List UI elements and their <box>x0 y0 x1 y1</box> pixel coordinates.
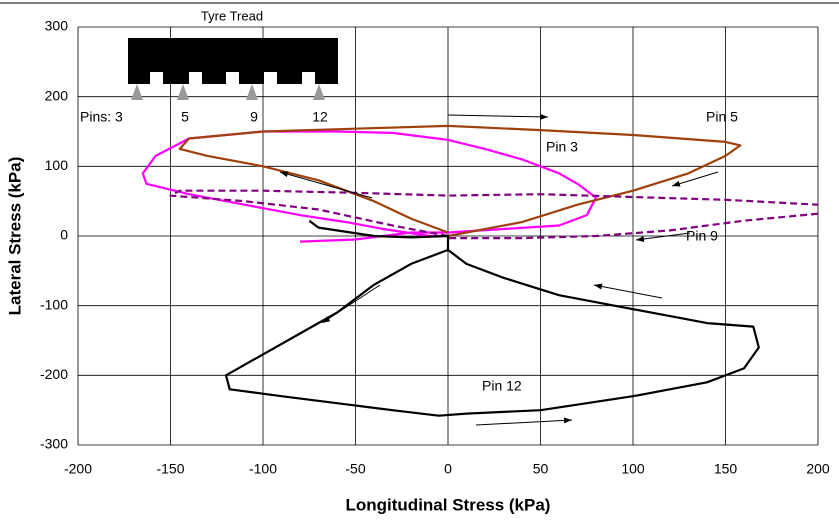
x-tick-label: 200 <box>806 461 830 477</box>
inset-label: Pins: 3 <box>80 109 123 125</box>
x-tick-label: -100 <box>249 461 277 477</box>
y-axis-title: Lateral Stress (kPa) <box>5 157 24 316</box>
arrow <box>279 171 373 199</box>
pin <box>313 84 325 100</box>
tread-gap <box>226 72 239 84</box>
tread-gap <box>264 72 277 84</box>
x-tick-label: 100 <box>621 461 645 477</box>
arrow <box>593 283 663 299</box>
arrow <box>671 171 719 187</box>
series-line <box>141 130 598 243</box>
tread-gap <box>302 72 315 84</box>
tread-diagram: Tyre Tread Pins: 3 5 9 12 <box>80 8 338 125</box>
series-label: Pin 3 <box>546 139 578 155</box>
y-tick-label: 300 <box>45 18 69 34</box>
x-tick-label: -200 <box>64 461 92 477</box>
y-tick-label: 0 <box>60 227 68 243</box>
arrow <box>475 417 573 426</box>
y-tick-label: -300 <box>40 436 68 452</box>
x-tick-label: 0 <box>444 461 452 477</box>
x-tick-label: 150 <box>714 461 738 477</box>
x-axis-title: Longitudinal Stress (kPa) <box>346 495 551 514</box>
inset-label: 12 <box>312 109 328 125</box>
pin <box>177 84 189 100</box>
y-tick-label: 200 <box>45 87 69 103</box>
pin <box>246 84 258 100</box>
x-tick-label: 50 <box>533 461 549 477</box>
x-tick-label: -150 <box>156 461 184 477</box>
arrow <box>635 232 691 242</box>
series-line <box>178 124 742 238</box>
arrows <box>279 113 719 426</box>
series-line <box>224 219 760 417</box>
tread-gap <box>189 72 202 84</box>
pin <box>131 84 143 100</box>
y-tick-label: 100 <box>45 157 69 173</box>
series-label: Pin 12 <box>482 378 522 394</box>
y-tick-label: -100 <box>40 296 68 312</box>
arrow <box>447 113 549 120</box>
inset-label: 5 <box>181 109 189 125</box>
series-label: Pin 9 <box>686 228 718 244</box>
arrow <box>321 284 381 324</box>
inset-title: Tyre Tread <box>201 8 263 23</box>
x-tick-label: -50 <box>345 461 365 477</box>
tread-gap <box>150 72 163 84</box>
series-label: Pin 5 <box>706 109 738 125</box>
series-line <box>169 189 819 240</box>
inset-label: 9 <box>250 109 258 125</box>
y-tick-label: -200 <box>40 366 68 382</box>
